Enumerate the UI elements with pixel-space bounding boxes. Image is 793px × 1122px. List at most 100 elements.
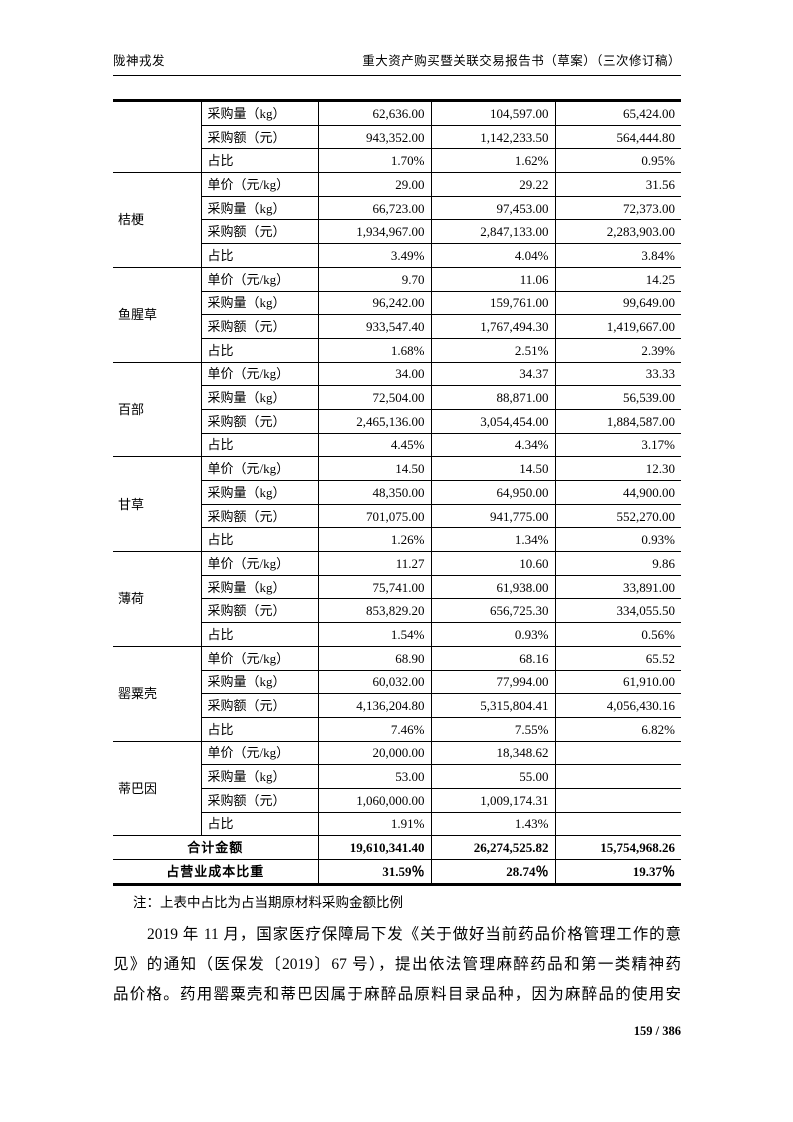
page-number: 159 / 386 [633, 1024, 681, 1038]
summary-label-cell: 合计金额 [113, 835, 319, 860]
value-cell-period3: 552,270.00 [555, 504, 681, 529]
value-cell-period3: 14.25 [555, 267, 681, 292]
value-cell-period2: 64,950.00 [431, 480, 556, 505]
value-cell-period3: 72,373.00 [555, 196, 681, 221]
value-cell-period3: 65,424.00 [555, 100, 681, 126]
value-cell-period2: 3,054,454.00 [431, 409, 556, 434]
value-cell-period1: 7.46% [318, 717, 432, 742]
value-cell-period1: 20,000.00 [318, 741, 432, 766]
table-row: 采购量（kg） 62,636.00 104,597.00 65,424.00 [113, 100, 681, 174]
table-row: 鱼腥草 单价（元/kg） 9.70 11.06 14.25 [113, 267, 681, 363]
value-cell-period2: 1.34% [431, 527, 556, 553]
value-cell-period2: 1.62% [431, 148, 556, 174]
value-cell-period2: 941,775.00 [431, 504, 556, 529]
table-row: 占比 1.68% 2.51% 2.39% [113, 338, 681, 363]
table-row: 采购额（元） 4,136,204.80 5,315,804.41 4,056,430.… [113, 693, 681, 718]
table-row: 采购额（元） 1,934,967.00 2,847,133.00 2,283,903.… [113, 219, 681, 245]
table-row: 百部 单价（元/kg） 34.00 34.37 33.33 [113, 362, 681, 458]
value-cell-period1: 1.26% [318, 527, 432, 553]
summary-value-period3: 19.37％ [555, 859, 681, 885]
value-cell-period3: 0.93% [555, 527, 681, 553]
table-row: 采购量（kg） 60,032.00 77,994.00 61,910.00 [113, 670, 681, 695]
value-cell-period1: 2,465,136.00 [318, 409, 432, 434]
value-cell-period2: 61,938.00 [431, 575, 556, 600]
table-row: 采购量（kg） 75,741.00 61,938.00 33,891.00 [113, 575, 681, 600]
header-company-name: 陇神戎发 [113, 54, 166, 68]
value-cell-period1: 943,352.00 [318, 125, 432, 150]
value-cell-period2: 5,315,804.41 [431, 693, 556, 718]
value-cell-period1: 1.91% [318, 812, 432, 837]
table-row: 采购额（元） 943,352.00 1,142,233.50 564,444.80 [113, 125, 681, 150]
value-cell-period2: 4.34% [431, 433, 556, 458]
value-cell-period1: 62,636.00 [318, 100, 432, 126]
table-row: 采购额（元） 1,060,000.00 1,009,174.31 [113, 788, 681, 813]
value-cell-period2: 55.00 [431, 764, 556, 789]
value-cell-period3: 9.86 [555, 551, 681, 576]
summary-value-period2: 26,274,525.82 [431, 835, 556, 860]
value-cell-period2: 1,142,233.50 [431, 125, 556, 150]
summary-value-period2: 28.74％ [431, 859, 556, 885]
value-cell-period1: 34.00 [318, 362, 432, 387]
page-header: 陇神戎发 重大资产购买暨关联交易报告书（草案）（三次修订稿） [113, 50, 681, 76]
value-cell-period3: 65.52 [555, 646, 681, 671]
metric-label-cell: 占比 [201, 243, 319, 268]
metric-label-cell: 单价（元/kg） [201, 172, 319, 197]
value-cell-period1: 9.70 [318, 267, 432, 292]
metric-label-cell: 采购额（元） [201, 504, 319, 529]
value-cell-period3: 0.95% [555, 148, 681, 174]
value-cell-period3 [555, 788, 681, 813]
table-row: 采购额（元） 701,075.00 941,775.00 552,270.00 [113, 504, 681, 529]
value-cell-period3: 31.56 [555, 172, 681, 197]
metric-label-cell: 单价（元/kg） [201, 646, 319, 671]
paragraph-line: 品价格。药用罂粟壳和蒂巴因属于麻醉品原料目录品种，因为麻醉品的使用安 [113, 986, 681, 1003]
metric-label-cell: 采购额（元） [201, 788, 319, 813]
material-name-cell: 薄荷 [113, 551, 202, 647]
value-cell-period1: 1.70% [318, 148, 432, 174]
table-row: 采购量（kg） 53.00 55.00 [113, 764, 681, 789]
metric-label-cell: 采购额（元） [201, 219, 319, 245]
material-name-cell: 罂粟壳 [113, 646, 202, 742]
metric-label-cell: 单价（元/kg） [201, 362, 319, 387]
value-cell-period1: 96,242.00 [318, 291, 432, 316]
metric-label-cell: 占比 [201, 527, 319, 553]
paragraph-line: 见》的通知（医保发〔2019〕67 号），提出依法管理麻醉药品和第一类精神药 [113, 956, 681, 973]
summary-value-period1: 31.59％ [318, 859, 432, 885]
value-cell-period3: 2.39% [555, 338, 681, 363]
value-cell-period3: 334,055.50 [555, 598, 681, 624]
metric-label-cell: 单价（元/kg） [201, 267, 319, 292]
value-cell-period1: 1,060,000.00 [318, 788, 432, 813]
procurement-table: 采购量（kg） 62,636.00 104,597.00 65,424.00 采购额（元… [113, 99, 681, 886]
metric-label-cell: 采购量（kg） [201, 291, 319, 316]
table-row: 蒂巴因 单价（元/kg） 20,000.00 18,348.62 [113, 741, 681, 837]
table-row: 采购量（kg） 66,723.00 97,453.00 72,373.00 [113, 196, 681, 221]
metric-label-cell: 采购额（元） [201, 125, 319, 150]
table-row: 采购额（元） 933,547.40 1,767,494.30 1,419,667.00 [113, 314, 681, 339]
procurement-table-body: 采购量（kg） 62,636.00 104,597.00 65,424.00 采购额（元… [113, 100, 681, 885]
summary-row: 占营业成本比重 31.59％ 28.74％ 19.37％ [113, 859, 681, 885]
procurement-table-wrap: 采购量（kg） 62,636.00 104,597.00 65,424.00 采购额（元… [113, 99, 681, 886]
value-cell-period1: 701,075.00 [318, 504, 432, 529]
material-name-cell: 鱼腥草 [113, 267, 202, 363]
value-cell-period3: 1,884,587.00 [555, 409, 681, 434]
body-paragraph: 2019 年 11 月，国家医疗保障局下发《关于做好当前药品价格管理工作的意 见… [113, 920, 681, 1010]
value-cell-period3: 56,539.00 [555, 385, 681, 410]
metric-label-cell: 采购量（kg） [201, 196, 319, 221]
metric-label-cell: 采购额（元） [201, 693, 319, 718]
value-cell-period3: 564,444.80 [555, 125, 681, 150]
metric-label-cell: 占比 [201, 338, 319, 363]
metric-label-cell: 占比 [201, 622, 319, 647]
value-cell-period1: 48,350.00 [318, 480, 432, 505]
value-cell-period3 [555, 812, 681, 837]
value-cell-period1: 3.49% [318, 243, 432, 268]
table-row: 采购量（kg） 48,350.00 64,950.00 44,900.00 [113, 480, 681, 505]
value-cell-period3 [555, 764, 681, 789]
value-cell-period1: 4,136,204.80 [318, 693, 432, 718]
table-row: 占比 3.49% 4.04% 3.84% [113, 243, 681, 268]
summary-label-cell: 占营业成本比重 [113, 859, 319, 885]
table-row: 采购额（元） 2,465,136.00 3,054,454.00 1,884,587.… [113, 409, 681, 434]
metric-label-cell: 采购量（kg） [201, 670, 319, 695]
value-cell-period1: 11.27 [318, 551, 432, 576]
value-cell-period1: 1,934,967.00 [318, 219, 432, 245]
value-cell-period2: 159,761.00 [431, 291, 556, 316]
metric-label-cell: 单价（元/kg） [201, 741, 319, 766]
